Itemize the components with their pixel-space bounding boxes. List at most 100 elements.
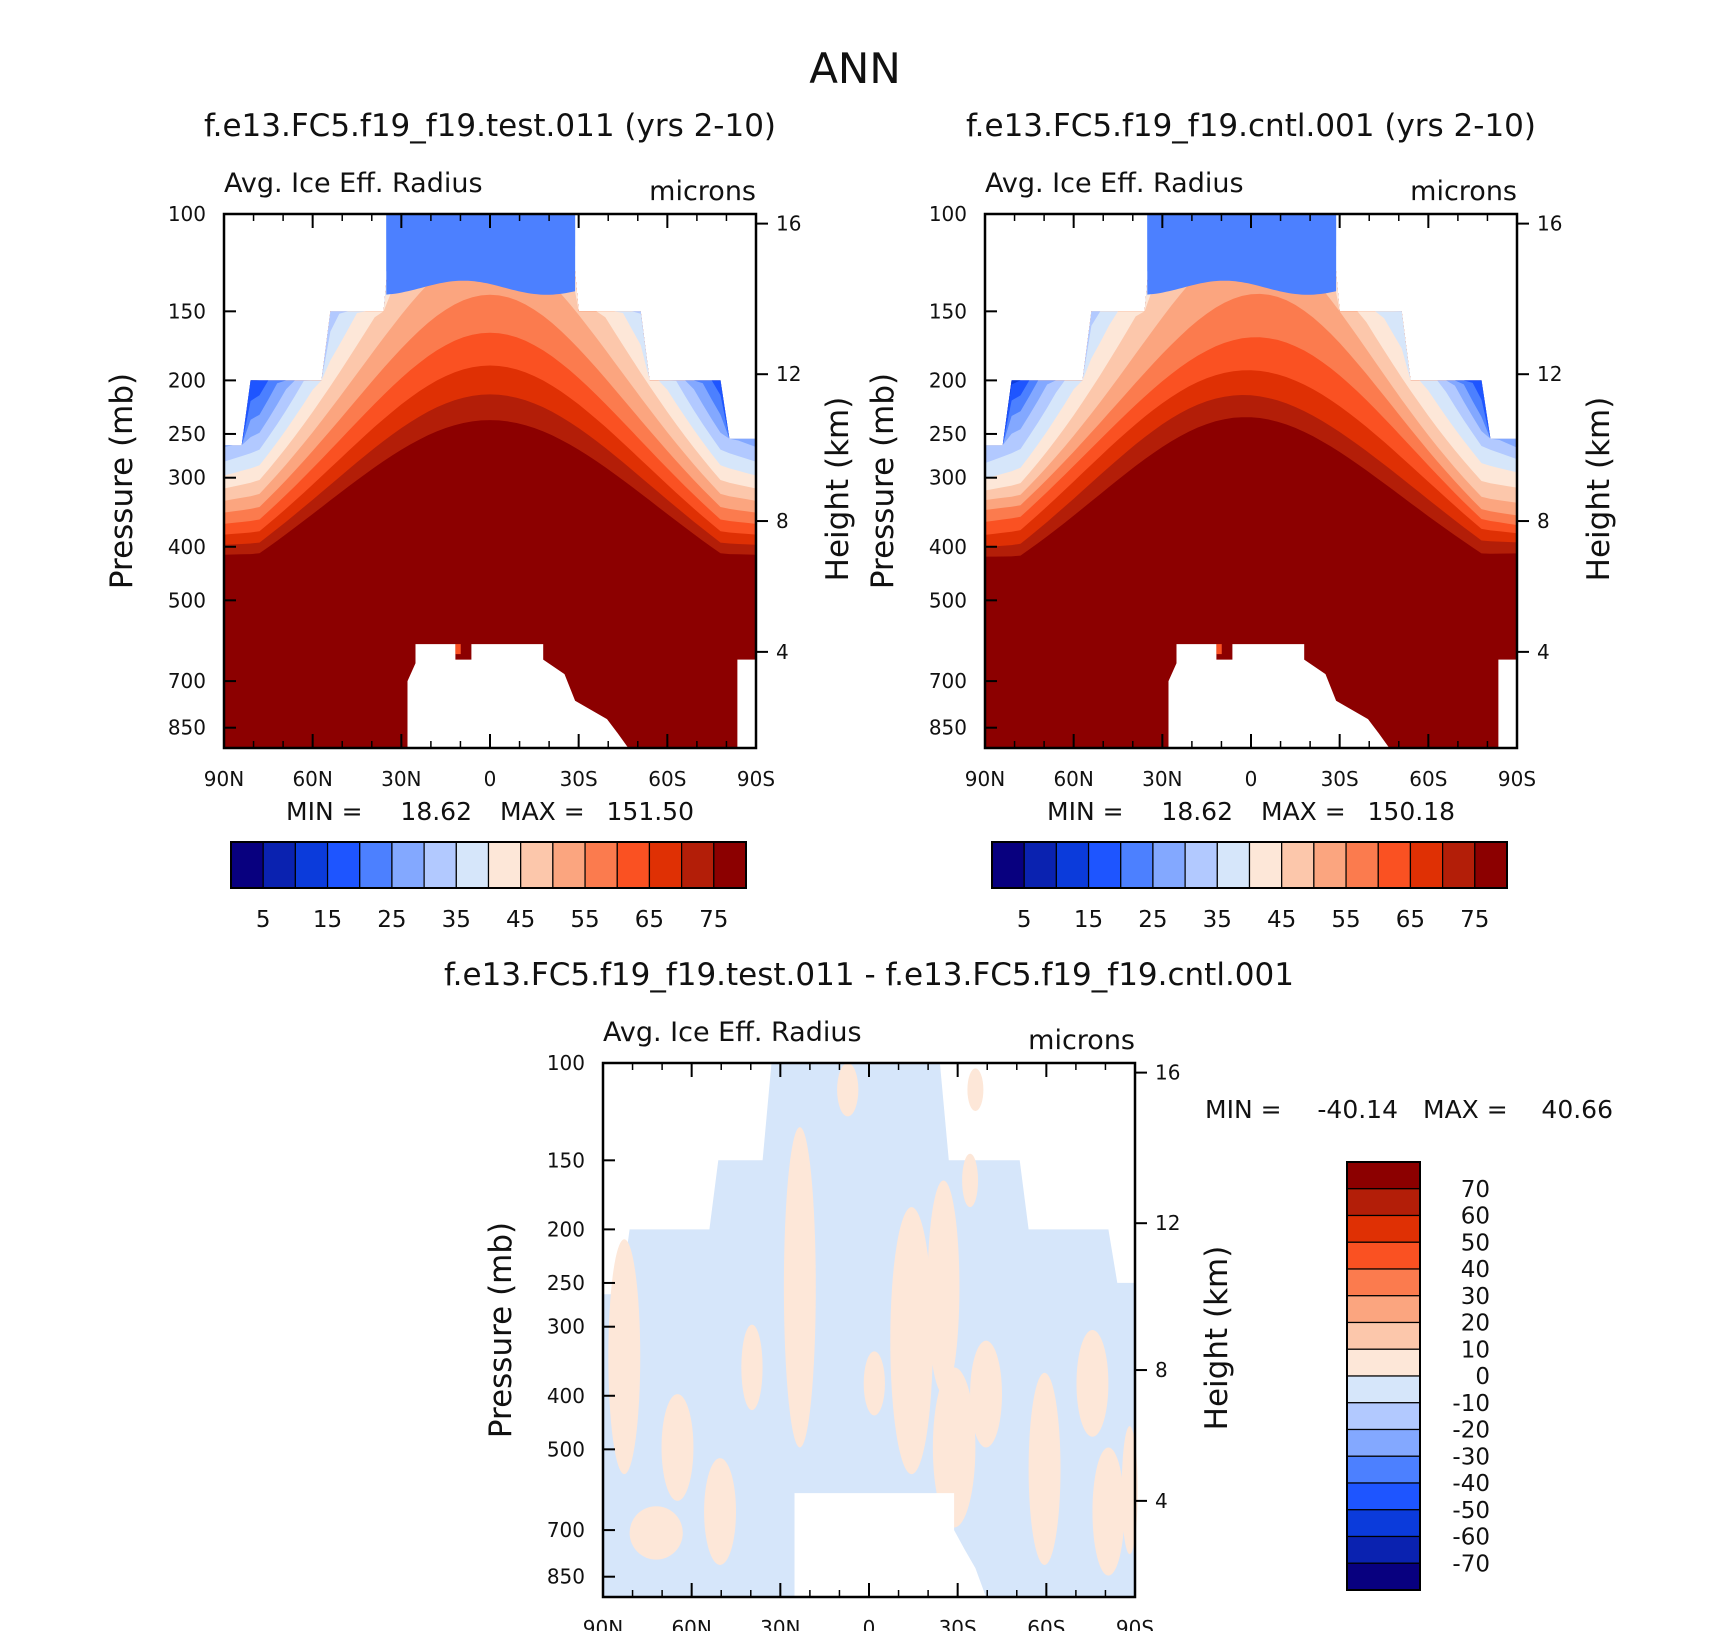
y-tick-label: 400	[929, 535, 967, 559]
diff-blob-positive	[1028, 1372, 1061, 1565]
colorbar-label: -40	[1452, 1471, 1490, 1497]
max-label: MAX =	[1261, 797, 1346, 826]
colorbar-swatch	[713, 841, 747, 889]
diff-blob-positive	[837, 1063, 859, 1117]
x-tick-label: 0	[863, 1616, 876, 1631]
diff-blob-positive	[967, 1068, 984, 1112]
colorbar-label: 60	[1461, 1204, 1490, 1230]
x-tick-label: 0	[1245, 767, 1258, 791]
colorbar-swatch	[1346, 1268, 1421, 1297]
y-tick-label: 250	[168, 422, 206, 446]
colorbar-swatch	[1281, 841, 1315, 889]
max-value: 40.66	[1541, 1095, 1613, 1124]
colorbar-swatch	[991, 841, 1025, 889]
colorbar-swatch	[1346, 1509, 1421, 1538]
height-tick-label: 8	[1155, 1358, 1168, 1382]
y-tick-label: 500	[168, 588, 206, 612]
y-tick-label: 850	[547, 1565, 585, 1589]
y-right-axis-label: Height (km)	[1199, 1246, 1235, 1431]
min-label: MIN =	[1047, 797, 1124, 826]
field-label: Avg. Ice Eff. Radius	[985, 168, 1244, 199]
colorbar-label: 20	[1461, 1311, 1490, 1337]
colorbar-swatch	[1248, 841, 1283, 889]
x-tick-label: 90S	[737, 767, 775, 791]
colorbar-label: 10	[1461, 1337, 1490, 1363]
colorbar: 5 15 25 35 45 55 65 75	[991, 841, 1508, 933]
diff-blob-positive	[1092, 1447, 1125, 1576]
colorbar-swatch	[1346, 1455, 1421, 1484]
x-tick-label: 60S	[648, 767, 686, 791]
field-speck	[455, 644, 461, 655]
diff-blob-positive	[932, 1367, 976, 1528]
colorbar-label: 15	[1074, 907, 1103, 933]
x-tick-label: 90N	[965, 767, 1005, 791]
colorbar-swatch	[584, 841, 618, 889]
colorbar-swatch	[1184, 841, 1218, 889]
diff-blob-positive	[661, 1394, 694, 1501]
y-tick-label: 250	[929, 422, 967, 446]
colorbar-frame	[1346, 1161, 1421, 1591]
chart-panel-1: f.e13.FC5.f19_f19.test.011 (yrs 2-10) Avg…	[104, 108, 856, 826]
orography-mask	[737, 659, 756, 748]
contour-field	[603, 1063, 1138, 1597]
y-tick-label: 850	[168, 716, 206, 740]
colorbar-swatch	[1346, 1295, 1421, 1324]
diff-blob-positive	[783, 1127, 816, 1448]
colorbar-swatch	[1346, 1535, 1421, 1564]
colorbar-label: -70	[1452, 1551, 1490, 1577]
min-label: MIN =	[286, 797, 363, 826]
colorbar-swatch	[648, 841, 683, 889]
colorbar-swatch	[1346, 1241, 1421, 1270]
colorbar-swatch	[1023, 841, 1057, 889]
x-tick-label: 60N	[671, 1616, 711, 1631]
y-tick-label: 200	[929, 368, 967, 392]
max-label: MAX =	[1423, 1095, 1508, 1124]
diff-blob-positive	[863, 1351, 885, 1416]
y-tick-label: 250	[547, 1271, 585, 1295]
y-tick-label: 300	[168, 466, 206, 490]
y-tick-label: 100	[929, 202, 967, 226]
page-title: ANN	[809, 44, 901, 93]
colorbar-frame	[991, 841, 1508, 889]
field-band	[985, 214, 1517, 547]
y-tick-label: 200	[547, 1217, 585, 1241]
colorbar-label: 65	[1396, 907, 1425, 933]
colorbar-label: 5	[1017, 907, 1032, 933]
panel-title: f.e13.FC5.f19_f19.test.011 - f.e13.FC5.f…	[444, 957, 1294, 993]
max-label: MAX =	[500, 797, 585, 826]
height-tick-label: 4	[1155, 1489, 1168, 1513]
orography-mask	[1498, 659, 1517, 748]
colorbar-label: -10	[1452, 1391, 1490, 1417]
colorbar-swatch	[391, 841, 425, 889]
colorbar-label: -60	[1452, 1525, 1490, 1551]
height-tick-label: 16	[1537, 212, 1562, 236]
colorbar-label: 55	[570, 907, 599, 933]
colorbar-swatch	[1474, 841, 1508, 889]
x-tick-label: 30S	[1321, 767, 1359, 791]
diff-blob-positive	[962, 1153, 979, 1208]
y-tick-label: 500	[929, 588, 967, 612]
colorbar-swatch	[359, 841, 393, 889]
y-right-axis-label: Height (km)	[1581, 397, 1617, 582]
colorbar-label: 65	[635, 907, 664, 933]
y-tick-label: 100	[547, 1051, 585, 1075]
y-tick-label: 150	[547, 1148, 585, 1172]
chart-panel-3: f.e13.FC5.f19_f19.test.011 - f.e13.FC5.f…	[444, 957, 1613, 1631]
colorbar-swatch	[423, 841, 457, 889]
units-label: microns	[1028, 1025, 1135, 1056]
colorbar-swatch	[1152, 841, 1186, 889]
min-value: 18.62	[1161, 797, 1233, 826]
x-tick-label: 30N	[1142, 767, 1182, 791]
colorbar-swatch	[1120, 841, 1154, 889]
height-tick-label: 8	[1537, 509, 1550, 533]
colorbar: 5 15 25 35 45 55 65 75	[230, 841, 747, 933]
x-tick-label: 60S	[1027, 1616, 1065, 1631]
units-label: microns	[649, 176, 756, 207]
height-tick-label: 16	[776, 212, 801, 236]
colorbar-label: 40	[1461, 1257, 1490, 1283]
y-axis-label: Pressure (mb)	[483, 1222, 519, 1438]
field-label: Avg. Ice Eff. Radius	[603, 1017, 862, 1048]
contour-field	[985, 214, 1517, 748]
y-axis-label: Pressure (mb)	[865, 373, 901, 589]
orography-mask	[1168, 644, 1390, 748]
